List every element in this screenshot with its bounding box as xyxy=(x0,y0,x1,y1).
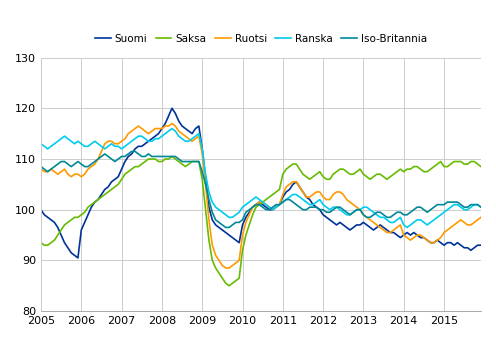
Ruotsi xyxy=(401,233,407,237)
Line: Suomi: Suomi xyxy=(41,108,481,258)
Ruotsi xyxy=(397,223,403,227)
Ranska xyxy=(394,218,400,222)
Saksa xyxy=(397,167,403,171)
Saksa xyxy=(226,284,232,288)
Suomi xyxy=(78,228,84,232)
Saksa xyxy=(75,215,81,219)
Ruotsi xyxy=(176,129,182,133)
Iso-Britannia xyxy=(189,160,195,164)
Saksa xyxy=(92,200,98,204)
Iso-Britannia xyxy=(128,149,134,153)
Saksa xyxy=(38,241,44,245)
Iso-Britannia xyxy=(92,160,98,164)
Ruotsi xyxy=(38,167,44,171)
Ranska xyxy=(404,225,410,229)
Ranska xyxy=(75,139,81,143)
Saksa xyxy=(189,160,195,164)
Ranska xyxy=(92,139,98,143)
Ranska xyxy=(38,142,44,146)
Iso-Britannia xyxy=(401,213,407,217)
Iso-Britannia xyxy=(176,157,182,161)
Iso-Britannia xyxy=(397,210,403,214)
Line: Ranska: Ranska xyxy=(41,129,481,227)
Iso-Britannia xyxy=(478,205,484,209)
Ranska xyxy=(478,205,484,209)
Suomi xyxy=(401,233,407,237)
Suomi xyxy=(478,243,484,247)
Iso-Britannia xyxy=(38,165,44,169)
Suomi xyxy=(38,208,44,212)
Suomi xyxy=(397,236,403,240)
Saksa xyxy=(176,160,182,164)
Ranska xyxy=(397,215,403,219)
Legend: Suomi, Saksa, Ruotsi, Ranska, Iso-Britannia: Suomi, Saksa, Ruotsi, Ranska, Iso-Britan… xyxy=(91,30,431,48)
Line: Saksa: Saksa xyxy=(41,157,481,286)
Saksa xyxy=(401,169,407,174)
Suomi xyxy=(192,127,198,131)
Suomi xyxy=(75,256,81,260)
Line: Ruotsi: Ruotsi xyxy=(41,123,481,268)
Ruotsi xyxy=(223,266,229,270)
Ranska xyxy=(169,127,175,131)
Line: Iso-Britannia: Iso-Britannia xyxy=(41,151,481,227)
Ruotsi xyxy=(75,172,81,176)
Ranska xyxy=(189,137,195,141)
Ruotsi xyxy=(169,121,175,125)
Ruotsi xyxy=(478,215,484,219)
Iso-Britannia xyxy=(223,225,229,229)
Ruotsi xyxy=(189,139,195,143)
Saksa xyxy=(478,165,484,169)
Ranska xyxy=(176,134,182,138)
Suomi xyxy=(169,106,175,110)
Suomi xyxy=(95,197,101,202)
Suomi xyxy=(179,124,185,128)
Saksa xyxy=(169,154,175,159)
Iso-Britannia xyxy=(75,160,81,164)
Ruotsi xyxy=(92,162,98,166)
